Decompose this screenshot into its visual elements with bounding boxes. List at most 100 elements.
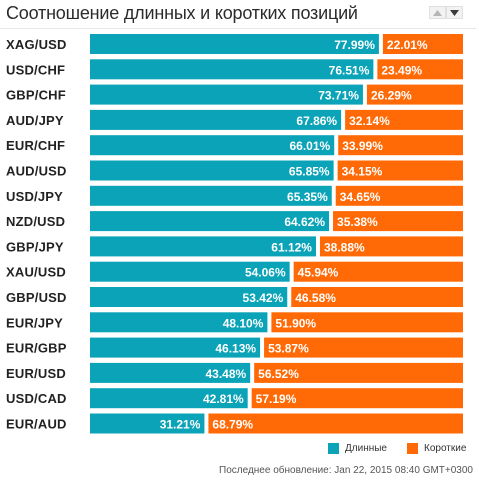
value-label-long: 65.35% <box>287 190 328 204</box>
value-label-short: 33.99% <box>342 139 383 153</box>
bar-row: GBP/JPY 61.12% 38.88% <box>6 236 463 257</box>
value-label-short: 46.58% <box>295 291 336 305</box>
value-label-long: 66.01% <box>290 139 331 153</box>
legend-swatch-short <box>407 443 418 454</box>
bar-long <box>90 185 332 206</box>
bar-short <box>254 362 463 383</box>
bar-long <box>90 287 288 307</box>
bar-short <box>333 211 463 232</box>
bar-long <box>90 312 268 333</box>
bar-row: XAG/USD 77.99% 22.01% <box>6 34 463 54</box>
bar-row: USD/CAD 42.81% 57.19% <box>6 388 463 409</box>
value-label-long: 53.42% <box>243 291 284 305</box>
bar-long <box>90 135 335 156</box>
bar-short <box>366 84 463 105</box>
pair-label: USD/JPY <box>6 189 63 204</box>
pair-label: USD/CAD <box>6 391 67 406</box>
value-label-short: 45.94% <box>298 266 339 280</box>
value-label-long: 67.86% <box>296 114 337 128</box>
pair-label: GBP/CHF <box>6 88 66 103</box>
value-label-long: 61.12% <box>271 240 312 254</box>
bar-short <box>208 413 463 434</box>
bar-short <box>338 135 463 156</box>
bar-row: USD/JPY 65.35% 34.65% <box>6 185 463 206</box>
value-label-short: 23.49% <box>381 63 422 77</box>
bar-long <box>90 261 290 282</box>
bar-short <box>335 185 463 206</box>
bar-short <box>319 236 463 257</box>
bar-short <box>264 337 463 358</box>
value-label-short: 51.90% <box>275 316 316 330</box>
value-label-long: 31.21% <box>160 418 201 432</box>
bar-long <box>90 59 374 80</box>
bar-short <box>377 59 463 80</box>
bar-long <box>90 388 248 409</box>
legend-label-long: Длинные <box>345 443 387 454</box>
value-label-short: 53.87% <box>268 342 309 356</box>
bar-short <box>293 261 463 282</box>
pair-label: XAU/USD <box>6 265 66 280</box>
bar-row: AUD/JPY 67.86% 32.14% <box>6 109 463 130</box>
bar-long <box>90 211 330 232</box>
value-label-long: 42.81% <box>203 392 244 406</box>
bar-short <box>271 312 463 333</box>
pair-label: EUR/AUD <box>6 417 67 432</box>
pair-label: USD/CHF <box>6 62 65 77</box>
bar-long <box>90 236 316 257</box>
bar-long <box>90 34 379 54</box>
bar-row: GBP/USD 53.42% 46.58% <box>6 287 463 307</box>
bar-short <box>345 109 463 130</box>
value-label-long: 76.51% <box>329 63 370 77</box>
bar-short <box>337 160 463 181</box>
value-label-long: 46.13% <box>215 342 256 356</box>
bar-row: AUD/USD 65.85% 34.15% <box>6 160 463 181</box>
value-label-short: 26.29% <box>371 89 412 103</box>
sort-controls <box>429 6 463 19</box>
sort-down-icon[interactable] <box>446 6 463 19</box>
bar-row: EUR/USD 43.48% 56.52% <box>6 362 463 383</box>
bar-row: EUR/GBP 46.13% 53.87% <box>6 337 463 358</box>
bar-long <box>90 160 334 181</box>
value-label-long: 48.10% <box>223 316 264 330</box>
bar-short <box>251 388 463 409</box>
value-label-short: 35.38% <box>337 215 378 229</box>
value-label-short: 22.01% <box>387 38 428 52</box>
value-label-long: 65.85% <box>289 165 330 179</box>
value-label-short: 34.15% <box>342 165 383 179</box>
pair-label: EUR/USD <box>6 366 66 381</box>
value-label-short: 68.79% <box>212 418 253 432</box>
page-title: Соотношение длинных и коротких позиций <box>6 3 358 23</box>
legend: Длинные Короткие <box>328 443 479 454</box>
value-label-short: 34.65% <box>340 190 381 204</box>
value-label-short: 56.52% <box>258 367 299 381</box>
pair-label: EUR/CHF <box>6 138 65 153</box>
bar-long <box>90 362 251 383</box>
pair-label: AUD/USD <box>6 164 67 179</box>
last-update-text: Последнее обновление: Jan 22, 2015 08:40… <box>219 465 473 476</box>
bar-row: XAU/USD 54.06% 45.94% <box>6 261 463 282</box>
bar-long <box>90 413 205 434</box>
value-label-long: 54.06% <box>245 266 286 280</box>
bar-long <box>90 84 363 105</box>
value-label-short: 32.14% <box>349 114 390 128</box>
value-label-long: 43.48% <box>205 367 246 381</box>
legend-item-short: Короткие <box>407 443 466 454</box>
pair-label: EUR/JPY <box>6 315 63 330</box>
value-label-short: 57.19% <box>256 392 297 406</box>
value-label-long: 73.71% <box>318 89 359 103</box>
bar-short <box>291 287 463 307</box>
pair-label: AUD/JPY <box>6 113 64 128</box>
title-divider <box>0 28 476 29</box>
bar-row: GBP/CHF 73.71% 26.29% <box>6 84 463 105</box>
bar-long <box>90 109 342 130</box>
pair-label: NZD/USD <box>6 214 65 229</box>
value-label-short: 38.88% <box>324 240 365 254</box>
legend-swatch-long <box>328 443 339 454</box>
bar-short <box>382 34 463 54</box>
pair-label: GBP/USD <box>6 290 67 305</box>
bar-row: EUR/AUD 31.21% 68.79% <box>6 413 463 434</box>
bar-row: EUR/JPY 48.10% 51.90% <box>6 312 463 333</box>
pair-label: EUR/GBP <box>6 341 67 356</box>
sort-up-icon[interactable] <box>429 6 446 19</box>
